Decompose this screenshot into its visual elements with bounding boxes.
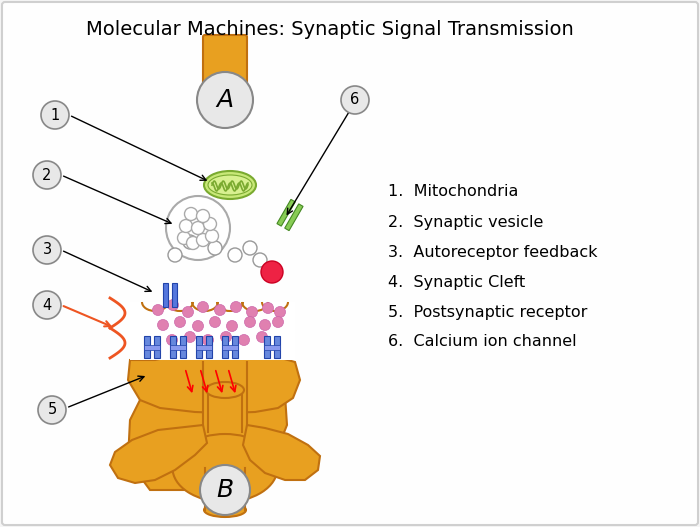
Circle shape [33,236,61,264]
Circle shape [197,72,253,128]
Circle shape [183,235,197,249]
Circle shape [192,221,204,235]
Bar [203,360,247,430]
Circle shape [341,86,369,114]
Circle shape [272,317,284,327]
Circle shape [256,331,267,343]
Bar [180,336,186,358]
Circle shape [204,218,216,230]
Circle shape [38,396,66,424]
Circle shape [178,231,190,245]
Bar [144,336,150,358]
Circle shape [158,319,169,330]
Text: B: B [216,478,234,502]
Circle shape [260,319,270,330]
PathPatch shape [128,352,300,413]
Text: 3.  Autoreceptor feedback: 3. Autoreceptor feedback [388,245,598,259]
Circle shape [193,320,204,331]
Circle shape [262,302,274,314]
Text: 2.  Synaptic vesicle: 2. Synaptic vesicle [388,214,543,229]
Circle shape [185,331,195,343]
Circle shape [261,261,283,283]
Circle shape [244,317,256,327]
Circle shape [206,229,218,242]
Text: 2: 2 [42,168,52,182]
Text: 1.  Mitochondria: 1. Mitochondria [388,184,519,200]
Circle shape [209,317,220,327]
Bar [154,336,160,358]
Circle shape [230,301,241,313]
PathPatch shape [243,425,320,480]
Text: A: A [216,88,234,112]
Bar [205,430,245,490]
Bar [274,336,280,358]
Bar [208,390,242,432]
Text: 5: 5 [48,403,57,417]
Bar [170,345,186,350]
Circle shape [239,335,249,346]
Bar [144,345,160,350]
Ellipse shape [208,175,252,195]
Circle shape [33,291,61,319]
Text: 4: 4 [43,298,52,313]
Circle shape [274,307,286,317]
Circle shape [167,335,178,346]
Text: 3: 3 [43,242,52,258]
FancyBboxPatch shape [203,35,247,99]
Circle shape [183,307,193,317]
Circle shape [186,237,200,249]
Text: 1: 1 [50,108,60,122]
Circle shape [41,101,69,129]
Bar [222,345,238,350]
Circle shape [214,305,225,316]
Polygon shape [285,204,303,231]
Circle shape [246,307,258,317]
Circle shape [202,335,214,346]
Bar [264,336,270,358]
Circle shape [208,241,222,255]
Bar [205,465,245,510]
Circle shape [253,253,267,267]
Ellipse shape [206,382,244,398]
Circle shape [197,210,209,222]
Circle shape [167,299,178,310]
Circle shape [153,305,164,316]
Circle shape [243,241,257,255]
Circle shape [227,320,237,331]
Ellipse shape [172,434,277,502]
Bar [222,336,228,358]
Text: 6: 6 [351,93,360,108]
Ellipse shape [204,503,246,517]
Circle shape [179,220,193,232]
Text: 5.  Postsynaptic receptor: 5. Postsynaptic receptor [388,305,587,319]
Bar [196,336,202,358]
PathPatch shape [110,425,207,483]
Circle shape [197,301,209,313]
Polygon shape [277,199,295,226]
Circle shape [168,248,182,262]
Bar [264,345,280,350]
Circle shape [197,233,209,247]
Polygon shape [163,283,168,307]
Circle shape [33,161,61,189]
Circle shape [200,465,250,515]
Ellipse shape [204,171,256,199]
Bar [206,336,212,358]
Bar [196,345,212,350]
Circle shape [228,248,242,262]
Circle shape [166,196,230,260]
Polygon shape [172,283,177,307]
Circle shape [174,317,186,327]
PathPatch shape [128,350,287,490]
Text: 4.  Synaptic Cleft: 4. Synaptic Cleft [388,275,525,289]
Bar [170,336,176,358]
Circle shape [220,331,232,343]
Bar [130,302,295,360]
Text: 6.  Calcium ion channel: 6. Calcium ion channel [388,335,577,349]
Text: Molecular Machines: Synaptic Signal Transmission: Molecular Machines: Synaptic Signal Tran… [86,20,574,39]
Circle shape [185,208,197,220]
Bar [232,336,238,358]
